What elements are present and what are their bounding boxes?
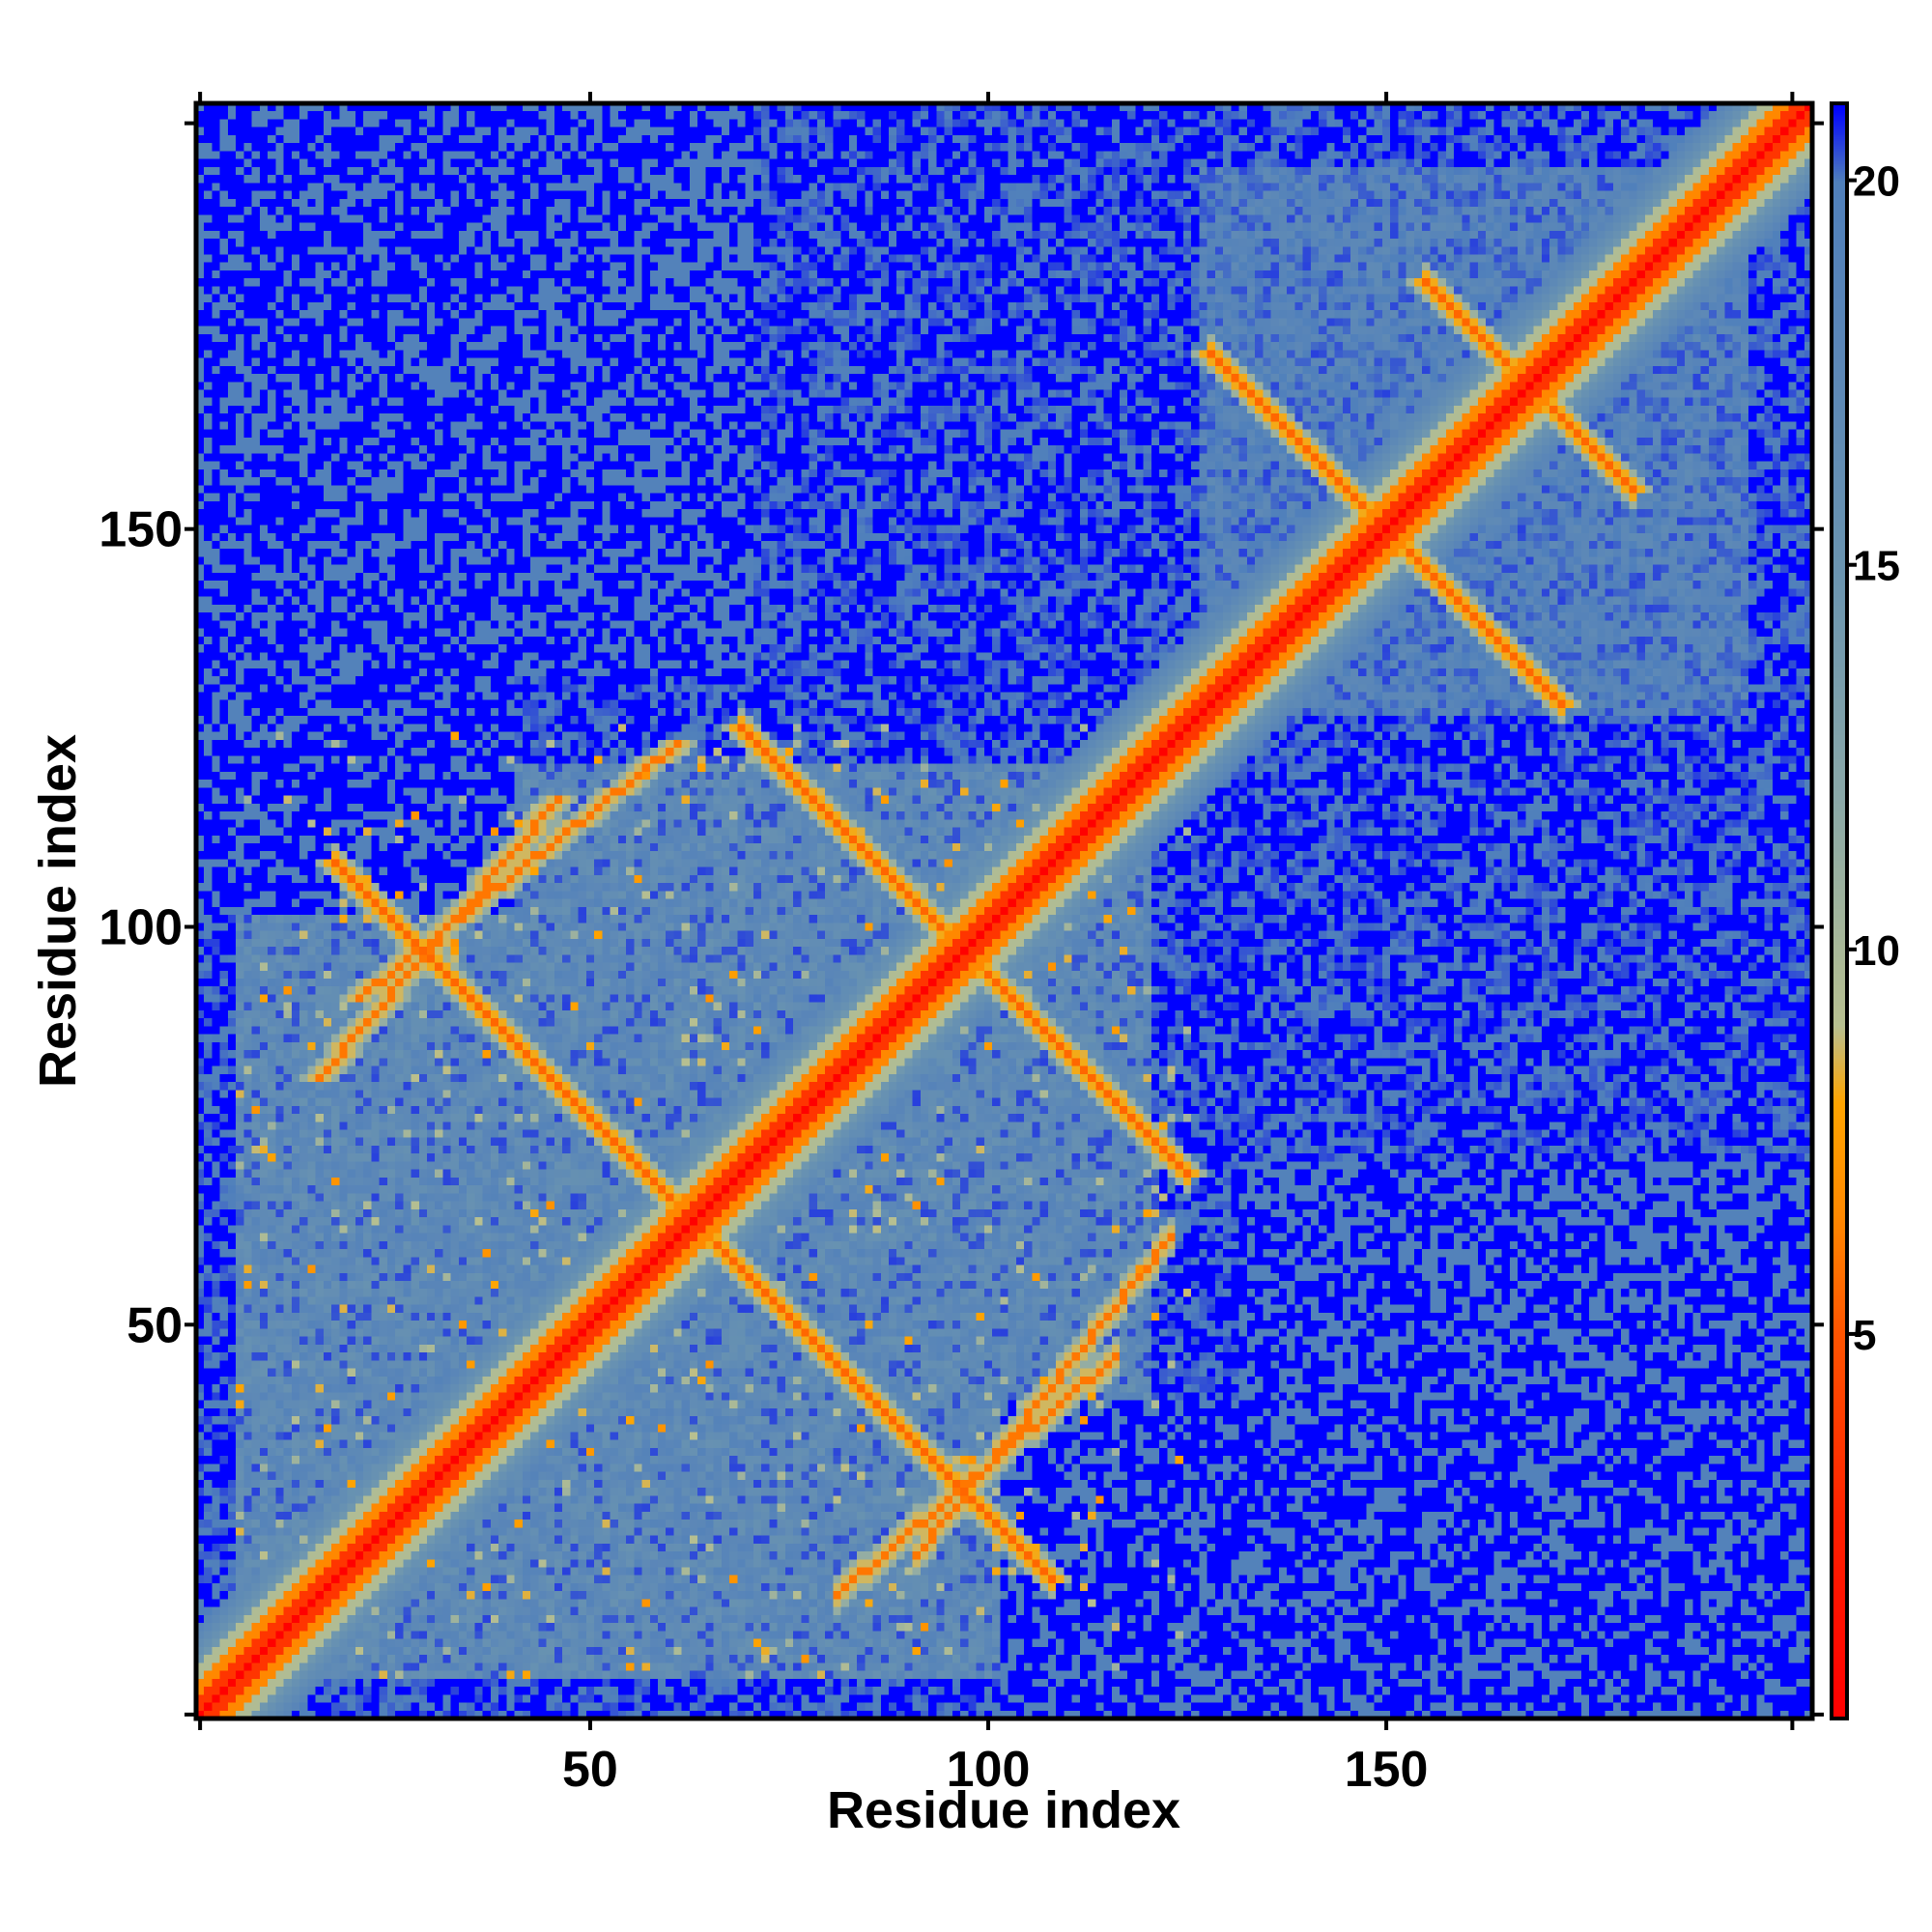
top-axis-ticks	[198, 92, 1795, 103]
y-axis-ticks: 50 100 150	[99, 121, 196, 1717]
colorbar-gradient	[1832, 103, 1847, 1719]
y-tick-label: 150	[99, 502, 183, 558]
x-tick-label: 100	[947, 1742, 1031, 1798]
y-tick-label: 50	[127, 1297, 183, 1353]
colorbar-frame	[1830, 101, 1849, 1720]
x-axis-title: Residue index	[827, 1781, 1180, 1839]
plot-frame	[193, 100, 1815, 1721]
y-axis-title: Residue index	[29, 734, 87, 1088]
x-tick-label: 150	[1345, 1742, 1429, 1798]
colorbar-tick-label: 10	[1853, 927, 1900, 975]
distance-heatmap	[196, 103, 1812, 1719]
colorbar-tick-label: 15	[1853, 543, 1900, 590]
x-tick-label: 50	[562, 1742, 618, 1798]
y-tick-label: 100	[99, 899, 183, 955]
colorbar-ticks: 5 10 15 20	[1847, 158, 1900, 1359]
right-axis-ticks	[1812, 121, 1824, 1717]
x-axis-ticks: 50 100 150	[198, 1719, 1795, 1798]
colorbar-tick-label: 20	[1853, 158, 1900, 206]
colorbar-tick-label: 5	[1853, 1312, 1876, 1359]
